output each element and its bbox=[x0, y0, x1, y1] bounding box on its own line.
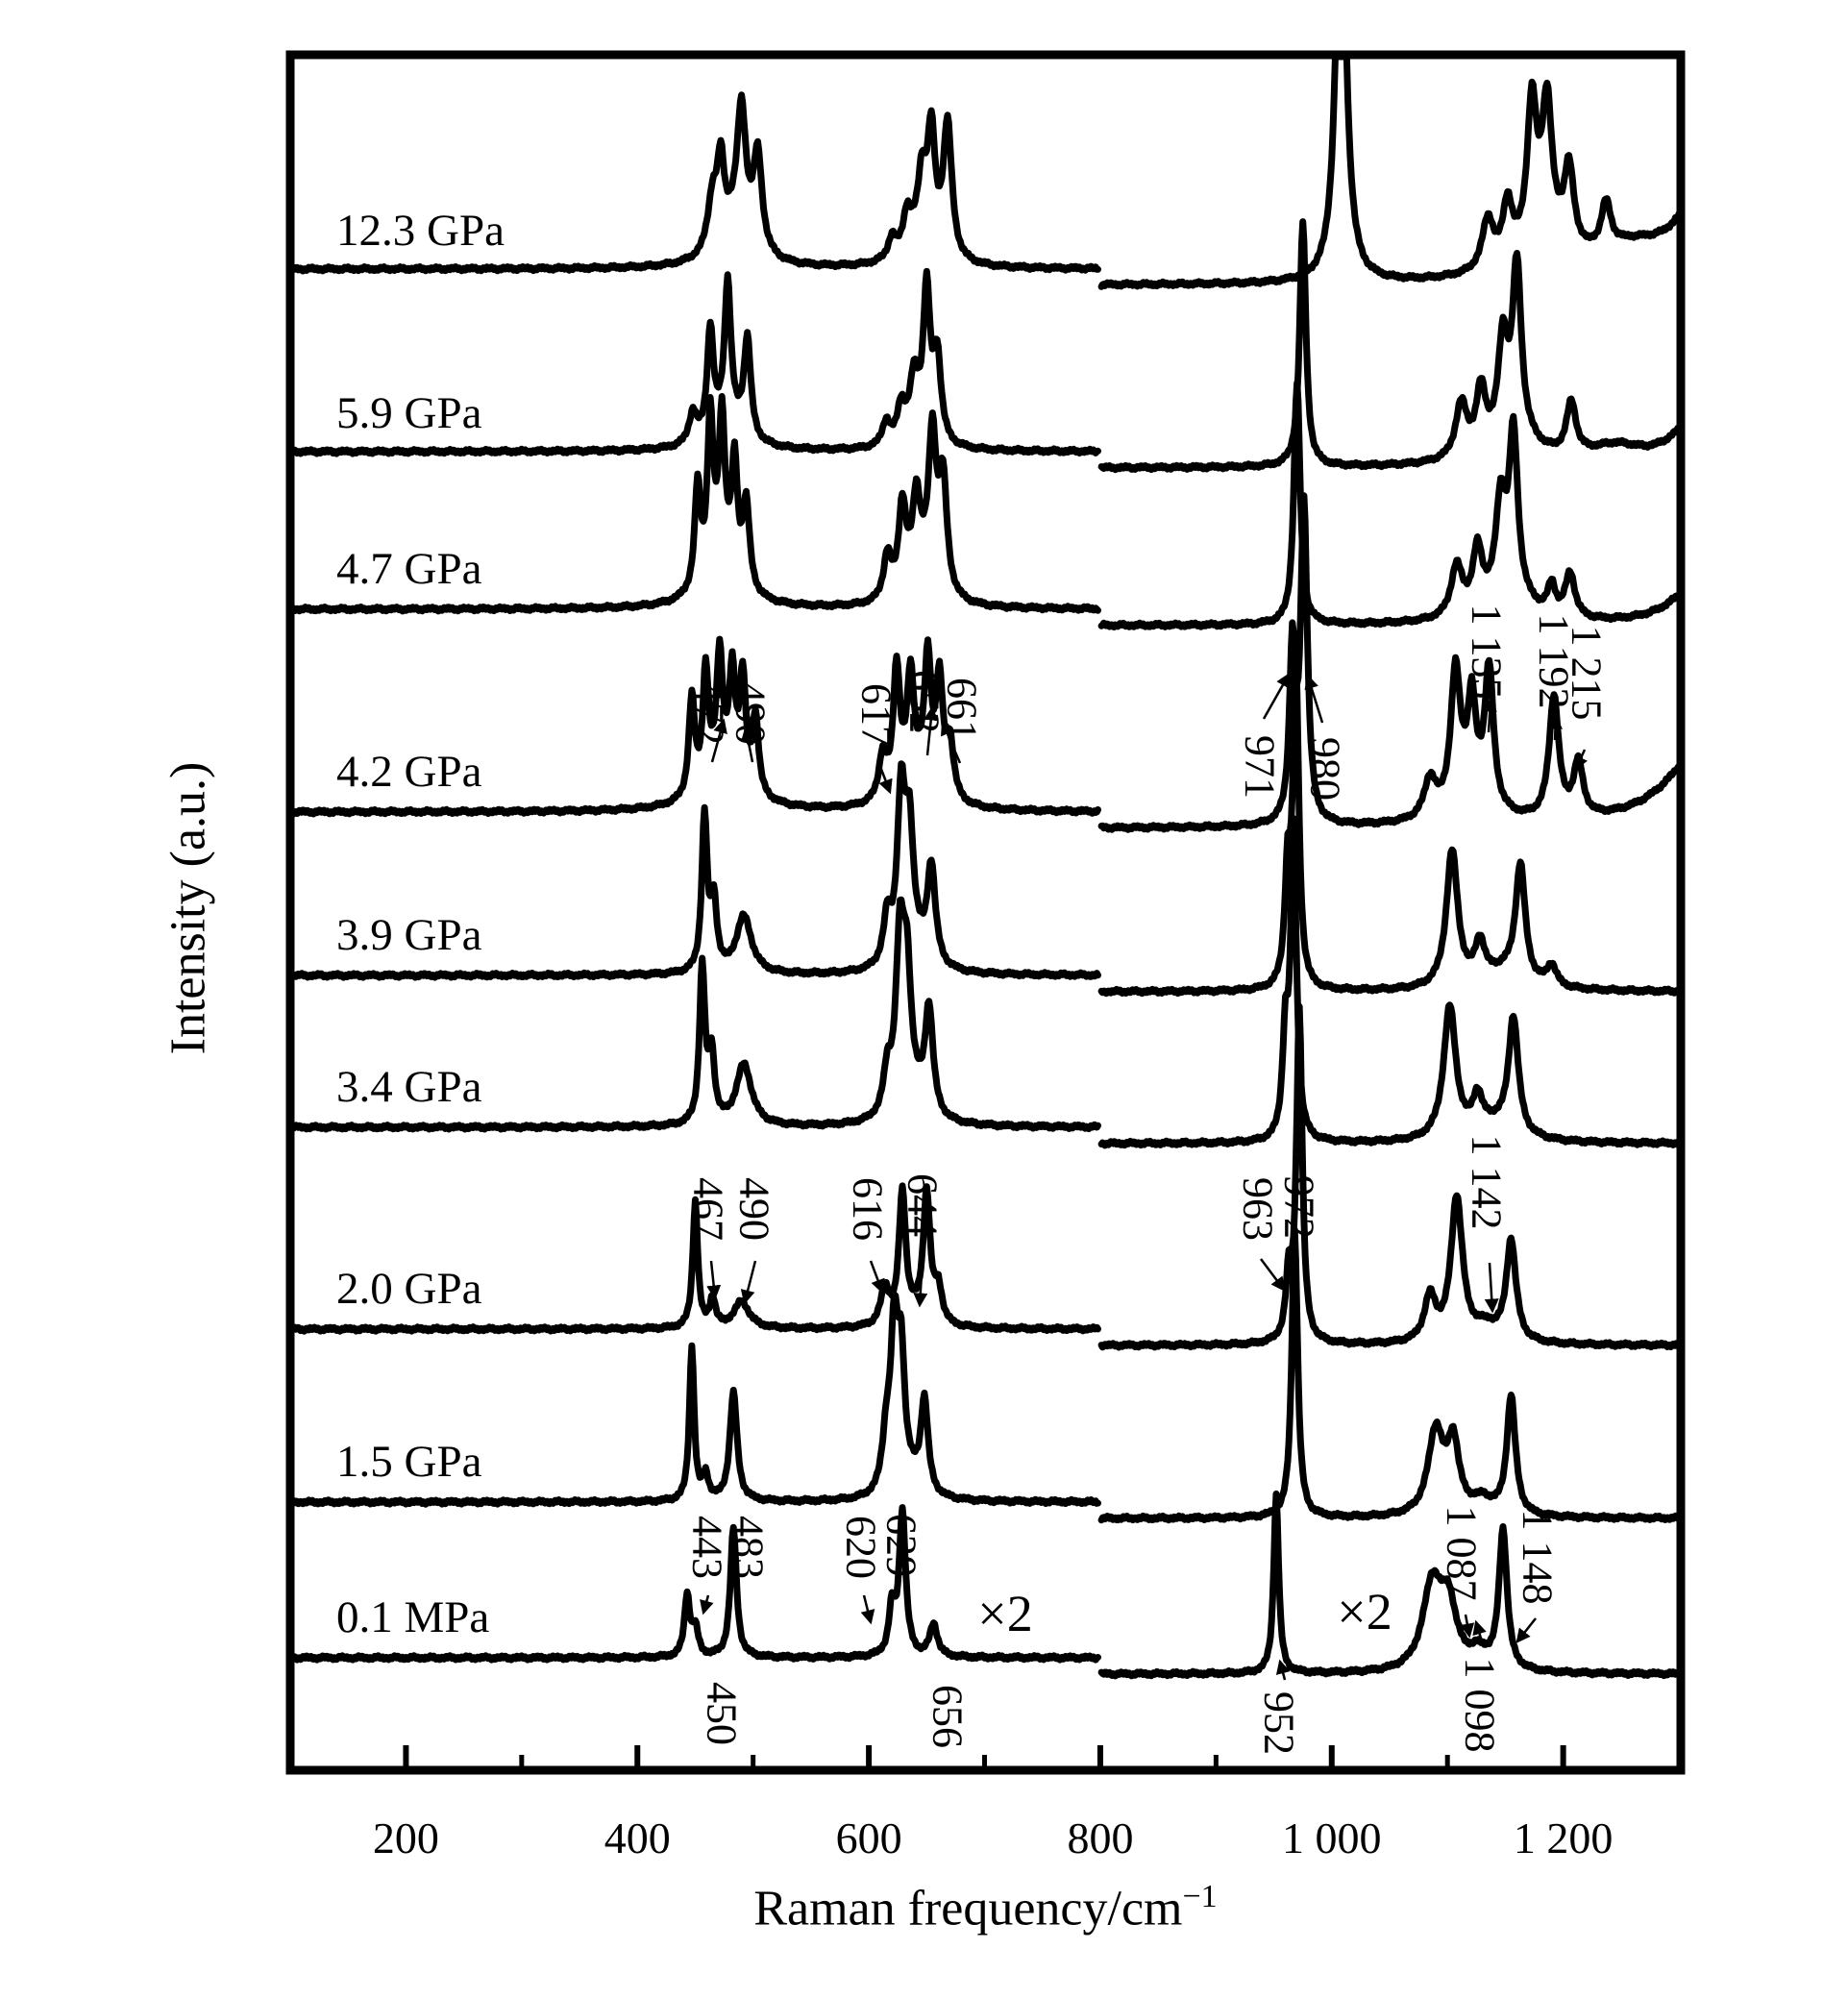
peak-frequency-label: 1 215 bbox=[1564, 626, 1611, 721]
x-tick-label: 1 000 bbox=[1282, 1813, 1382, 1862]
peak-leader-line bbox=[1304, 674, 1324, 724]
plot-border bbox=[285, 50, 1686, 1775]
peak-leader-line bbox=[1262, 672, 1291, 720]
peak-leader-line bbox=[860, 1594, 875, 1625]
peak-leader-line bbox=[710, 718, 727, 763]
peak-frequency-label: 443 bbox=[684, 1516, 731, 1579]
spectrum-trace-4-2-GPa-high bbox=[1097, 492, 1684, 833]
peak-frequency-label: 617 bbox=[853, 683, 900, 747]
spectrum-trace-4-7-GPa-high bbox=[1097, 379, 1684, 630]
peak-frequency-label: 450 bbox=[699, 1682, 746, 1745]
peak-leader-line bbox=[741, 726, 755, 763]
spectrum-trace-1-5-GPa-high bbox=[1097, 1226, 1684, 1524]
spectrum-trace-4-7-GPa-low bbox=[287, 393, 1101, 615]
peak-leader-line bbox=[1547, 714, 1563, 741]
pressure-label: 0.1 MPa bbox=[336, 1592, 489, 1642]
pressure-label: 5.9 GPa bbox=[336, 388, 482, 438]
peak-frequency-label: 490 bbox=[731, 1177, 778, 1241]
x-axis-label: Raman frequency/cm−1 bbox=[290, 1879, 1681, 1936]
peak-leader-line bbox=[1515, 1617, 1537, 1643]
x-tick-label: 400 bbox=[604, 1813, 671, 1862]
peak-leader-line bbox=[1275, 1659, 1291, 1681]
x-tick-label: 200 bbox=[373, 1813, 439, 1862]
peak-frequency-label: 1 135 bbox=[1464, 604, 1511, 700]
peak-frequency-label: 1 192 bbox=[1531, 614, 1578, 709]
y-axis-label: Intensity (a.u.) bbox=[160, 761, 216, 1055]
scale-multiplier-label: ×2 bbox=[977, 1585, 1032, 1642]
peak-leader-line bbox=[941, 720, 962, 764]
peak-leader-line bbox=[869, 1260, 885, 1295]
peak-frequency-label: 629 bbox=[878, 1514, 925, 1577]
peak-leader-line bbox=[924, 705, 939, 756]
peak-leader-line bbox=[1472, 1619, 1487, 1642]
peak-frequency-label: 467 bbox=[685, 1177, 732, 1241]
peak-leader-line bbox=[1260, 1258, 1286, 1292]
peak-frequency-label: 971 bbox=[1237, 735, 1284, 799]
pressure-label: 2.0 GPa bbox=[336, 1264, 482, 1314]
peak-leader-line bbox=[1484, 1262, 1499, 1314]
spectrum-trace-0-1-MPa-low bbox=[287, 1504, 1101, 1664]
spectrum-trace-5-9-GPa-high bbox=[1097, 218, 1684, 474]
peak-frequency-label: 483 bbox=[726, 1516, 773, 1579]
spectrum-trace-12-3-GPa-low bbox=[287, 91, 1101, 275]
spectrum-trace-4-2-GPa-low bbox=[287, 635, 1101, 818]
spectrum-trace-2-0-GPa-low bbox=[287, 1182, 1101, 1335]
spectrum-trace-12-3-GPa-high bbox=[1097, 54, 1684, 290]
pressure-label: 4.2 GPa bbox=[336, 747, 482, 797]
peak-frequency-label: 1 087 bbox=[1439, 1506, 1486, 1601]
peak-frequency-label: 644 bbox=[899, 1173, 947, 1237]
peak-leader-line bbox=[1460, 1614, 1475, 1639]
peak-leader-line bbox=[913, 1258, 928, 1308]
peak-frequency-label: 980 bbox=[1302, 737, 1349, 801]
spectrum-trace-2-0-GPa-high bbox=[1097, 1002, 1684, 1351]
pressure-label: 3.4 GPa bbox=[336, 1062, 482, 1112]
peak-frequency-label: 472 bbox=[686, 681, 733, 745]
peak-frequency-label: 652 bbox=[901, 670, 949, 733]
pressure-label: 4.7 GPa bbox=[336, 544, 482, 594]
peak-frequency-label: 616 bbox=[845, 1177, 892, 1241]
peak-frequency-label: 1 142 bbox=[1464, 1135, 1511, 1230]
pressure-label: 1.5 GPa bbox=[336, 1437, 482, 1487]
peak-leader-line bbox=[700, 1594, 714, 1616]
pressure-label: 12.3 GPa bbox=[336, 206, 505, 256]
peak-leader-line bbox=[1574, 749, 1588, 772]
scale-multiplier-label: ×2 bbox=[1337, 1583, 1392, 1640]
x-tick-label: 1 200 bbox=[1514, 1813, 1614, 1862]
spectrum-trace-0-1-MPa-high bbox=[1097, 1490, 1684, 1680]
peak-leader-line bbox=[740, 1260, 757, 1305]
peak-frequency-label: 490 bbox=[727, 681, 775, 745]
spectrum-trace-5-9-GPa-low bbox=[287, 267, 1101, 457]
spectrum-trace-1-5-GPa-low bbox=[287, 1291, 1101, 1508]
peak-frequency-label: 1 098 bbox=[1457, 1658, 1504, 1753]
spectrum-trace-3-4-GPa-high bbox=[1097, 815, 1684, 1149]
peak-frequency-label: 1 148 bbox=[1515, 1510, 1562, 1605]
peak-leader-line bbox=[877, 763, 893, 795]
spectrum-trace-3-4-GPa-low bbox=[287, 896, 1101, 1133]
spectrum-trace-3-9-GPa-high bbox=[1097, 651, 1684, 998]
peak-frequency-label: 952 bbox=[1256, 1691, 1303, 1755]
peak-frequency-label: 972 bbox=[1276, 1175, 1323, 1239]
peak-frequency-label: 656 bbox=[924, 1685, 972, 1748]
peak-leader-line bbox=[706, 1260, 722, 1300]
peak-leader-line bbox=[1482, 697, 1497, 733]
x-axis-label-exponent: −1 bbox=[1182, 1879, 1218, 1914]
x-tick-label: 800 bbox=[1067, 1813, 1133, 1862]
peak-frequency-label: 620 bbox=[838, 1516, 885, 1579]
peak-frequency-label: 963 bbox=[1235, 1177, 1282, 1241]
x-axis-label-text: Raman frequency/cm bbox=[753, 1881, 1183, 1936]
pressure-label: 3.9 GPa bbox=[336, 910, 482, 960]
spectra-traces bbox=[287, 54, 1684, 1680]
x-tick-label: 600 bbox=[836, 1813, 902, 1862]
spectrum-trace-3-9-GPa-low bbox=[287, 760, 1101, 981]
